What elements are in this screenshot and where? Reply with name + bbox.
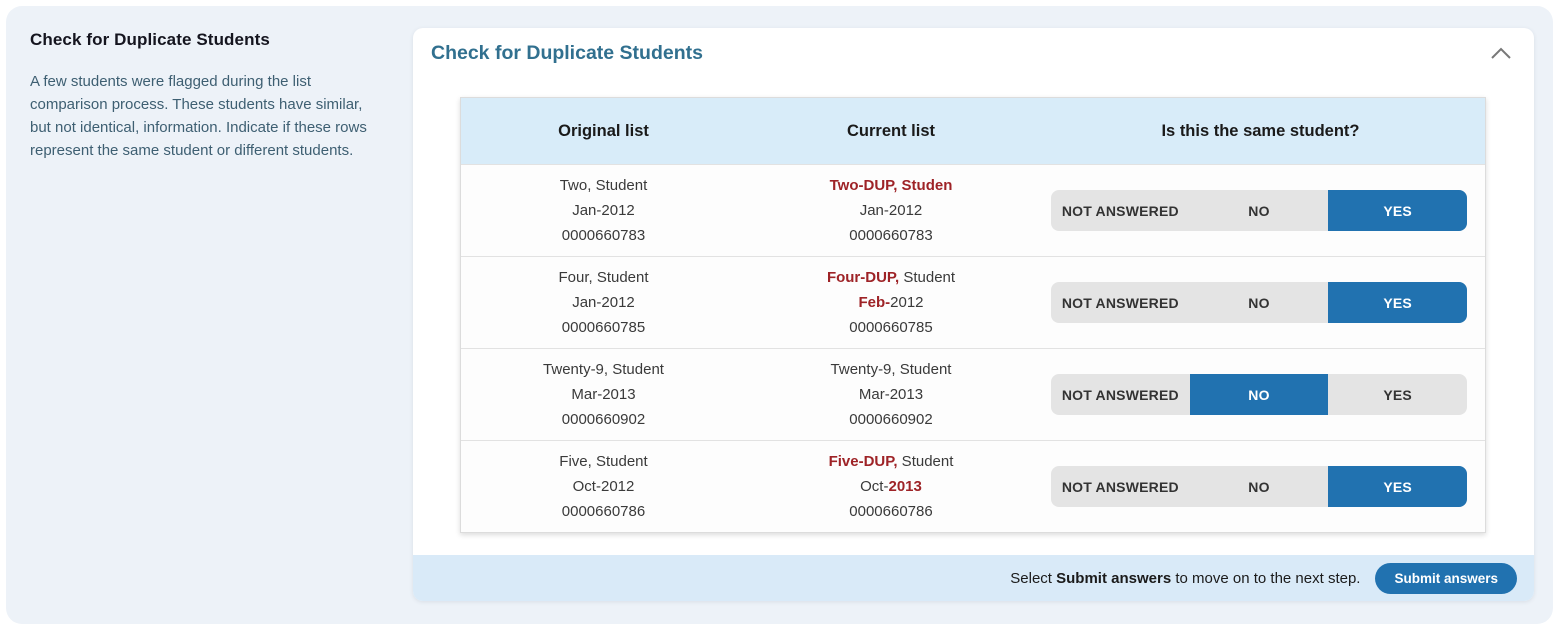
student-date: Mar-2013 (571, 386, 636, 403)
student-date: Jan-2012 (572, 202, 635, 219)
answer-cell: NOT ANSWERED NO YES (1036, 466, 1485, 507)
original-student-cell: Four, Student Jan-2012 0000660785 (461, 265, 746, 340)
no-button[interactable]: NO (1190, 466, 1329, 507)
table-header-row: Original list Current list Is this the s… (461, 98, 1485, 164)
not-answered-button[interactable]: NOT ANSWERED (1051, 282, 1190, 323)
student-id: 0000660902 (561, 411, 646, 428)
panel-title: Check for Duplicate Students (431, 42, 703, 64)
no-button[interactable]: NO (1189, 374, 1329, 415)
sidebar: Check for Duplicate Students A few stude… (30, 30, 396, 162)
submit-answers-button[interactable]: Submit answers (1375, 562, 1517, 594)
no-button[interactable]: NO (1190, 282, 1329, 323)
current-student-cell: Five-DUP, Student Oct-2013 0000660786 (746, 449, 1036, 524)
original-student-cell: Twenty-9, Student Mar-2013 0000660902 (461, 357, 746, 432)
column-header-same-student: Is this the same student? (1161, 121, 1360, 140)
current-student-cell: Twenty-9, Student Mar-2013 0000660902 (746, 357, 1036, 432)
table-row: Two, Student Jan-2012 0000660783 Two-DUP… (461, 164, 1485, 256)
student-id: 0000660783 (849, 227, 933, 244)
table-row: Five, Student Oct-2012 0000660786 Five-D… (461, 440, 1485, 532)
student-id: 0000660785 (561, 319, 646, 336)
chevron-up-icon (1490, 46, 1512, 63)
answer-segmented-control: NOT ANSWERED NO YES (1051, 374, 1467, 415)
student-date: Oct-2012 (572, 478, 635, 495)
student-name: Two-DUP, Studen (829, 177, 953, 194)
sidebar-description: A few students were flagged during the l… (30, 73, 367, 159)
student-name: Four-DUP, Student (826, 269, 956, 286)
student-name: Twenty-9, Student (830, 361, 952, 378)
table-row: Twenty-9, Student Mar-2013 0000660902 Tw… (461, 348, 1485, 440)
student-id: 0000660786 (561, 503, 646, 520)
answer-cell: NOT ANSWERED NO YES (1036, 190, 1485, 231)
duplicate-students-panel: Check for Duplicate Students Original li… (413, 28, 1534, 601)
column-header-current-list: Current list (846, 121, 935, 140)
original-student-cell: Two, Student Jan-2012 0000660783 (461, 173, 746, 248)
panel-header: Check for Duplicate Students (413, 28, 1534, 80)
current-student-cell: Four-DUP, Student Feb-2012 0000660785 (746, 265, 1036, 340)
not-answered-button[interactable]: NOT ANSWERED (1051, 190, 1190, 231)
student-date: Oct-2013 (860, 478, 922, 495)
student-id: 0000660786 (849, 503, 933, 520)
column-header-original-list: Original list (558, 121, 649, 140)
duplicate-comparison-table: Original list Current list Is this the s… (460, 97, 1486, 533)
student-name: Twenty-9, Student (543, 361, 664, 378)
student-name: Five, Student (559, 453, 648, 470)
answer-cell: NOT ANSWERED NO YES (1036, 282, 1485, 323)
answer-cell: NOT ANSWERED NO YES (1036, 374, 1485, 415)
panel-footer: Select Submit answers to move on to the … (413, 555, 1534, 601)
yes-button[interactable]: YES (1328, 374, 1467, 415)
student-name: Two, Student (559, 177, 648, 194)
yes-button[interactable]: YES (1328, 190, 1467, 231)
collapse-panel-button[interactable] (1486, 40, 1516, 68)
page-container: Check for Duplicate Students A few stude… (6, 6, 1553, 624)
yes-button[interactable]: YES (1328, 282, 1467, 323)
student-date: Feb-2012 (858, 294, 924, 311)
original-student-cell: Five, Student Oct-2012 0000660786 (461, 449, 746, 524)
student-date: Jan-2012 (572, 294, 635, 311)
current-student-cell: Two-DUP, Studen Jan-2012 0000660783 (746, 173, 1036, 248)
answer-segmented-control: NOT ANSWERED NO YES (1051, 190, 1467, 231)
answer-segmented-control: NOT ANSWERED NO YES (1051, 282, 1467, 323)
answer-segmented-control: NOT ANSWERED NO YES (1051, 466, 1467, 507)
student-date: Mar-2013 (858, 386, 924, 403)
not-answered-button[interactable]: NOT ANSWERED (1051, 374, 1190, 415)
table-row: Four, Student Jan-2012 0000660785 Four-D… (461, 256, 1485, 348)
student-id: 0000660783 (561, 227, 646, 244)
no-button[interactable]: NO (1190, 190, 1329, 231)
student-name: Five-DUP, Student (828, 453, 954, 470)
student-id: 0000660902 (849, 411, 933, 428)
sidebar-title: Check for Duplicate Students (30, 30, 270, 49)
yes-button[interactable]: YES (1328, 466, 1467, 507)
submit-hint-bold: Submit answers (1056, 569, 1172, 587)
submit-hint-text: Select Submit answers to move on to the … (1010, 569, 1361, 587)
student-id: 0000660785 (849, 319, 933, 336)
not-answered-button[interactable]: NOT ANSWERED (1051, 466, 1190, 507)
student-name: Four, Student (558, 269, 649, 286)
student-date: Jan-2012 (859, 202, 923, 219)
